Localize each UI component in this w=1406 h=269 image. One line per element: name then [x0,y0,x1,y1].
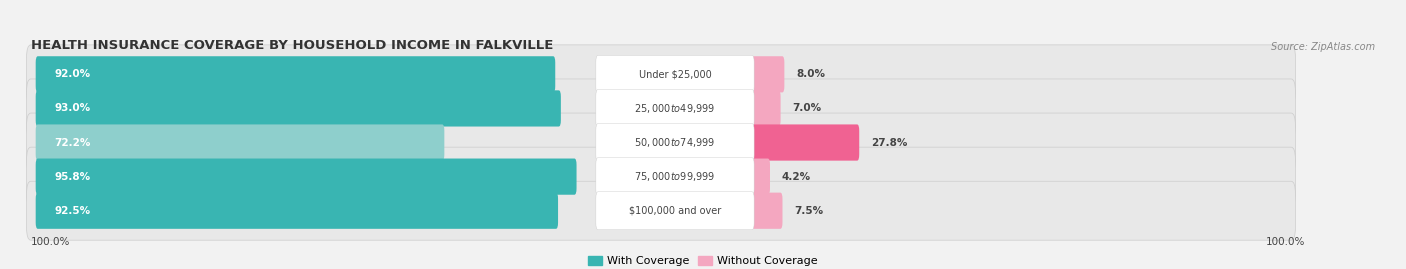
FancyBboxPatch shape [749,125,859,161]
FancyBboxPatch shape [27,147,1295,206]
Text: 8.0%: 8.0% [796,69,825,79]
FancyBboxPatch shape [596,123,754,161]
FancyBboxPatch shape [35,125,444,161]
Text: 7.0%: 7.0% [793,104,821,114]
Text: 4.2%: 4.2% [782,172,811,182]
FancyBboxPatch shape [596,192,754,230]
Text: HEALTH INSURANCE COVERAGE BY HOUSEHOLD INCOME IN FALKVILLE: HEALTH INSURANCE COVERAGE BY HOUSEHOLD I… [31,39,553,52]
FancyBboxPatch shape [35,90,561,126]
Text: $50,000 to $74,999: $50,000 to $74,999 [634,136,716,149]
Legend: With Coverage, Without Coverage: With Coverage, Without Coverage [583,251,823,269]
FancyBboxPatch shape [27,113,1295,172]
Text: 27.8%: 27.8% [872,137,907,147]
FancyBboxPatch shape [749,90,780,126]
Text: 100.0%: 100.0% [31,237,70,247]
FancyBboxPatch shape [596,158,754,196]
Text: 93.0%: 93.0% [55,104,91,114]
FancyBboxPatch shape [35,56,555,93]
FancyBboxPatch shape [27,79,1295,138]
Text: Source: ZipAtlas.com: Source: ZipAtlas.com [1271,42,1375,52]
Text: $25,000 to $49,999: $25,000 to $49,999 [634,102,716,115]
Text: 92.5%: 92.5% [55,206,91,216]
FancyBboxPatch shape [27,181,1295,240]
FancyBboxPatch shape [749,158,770,195]
FancyBboxPatch shape [596,90,754,128]
Text: $100,000 and over: $100,000 and over [628,206,721,216]
Text: 92.0%: 92.0% [55,69,91,79]
FancyBboxPatch shape [596,55,754,93]
FancyBboxPatch shape [27,45,1295,104]
Text: 7.5%: 7.5% [794,206,824,216]
FancyBboxPatch shape [35,158,576,195]
FancyBboxPatch shape [749,193,783,229]
FancyBboxPatch shape [749,56,785,93]
Text: Under $25,000: Under $25,000 [638,69,711,79]
Text: 72.2%: 72.2% [55,137,91,147]
FancyBboxPatch shape [35,193,558,229]
Text: $75,000 to $99,999: $75,000 to $99,999 [634,170,716,183]
Text: 100.0%: 100.0% [1265,237,1305,247]
Text: 95.8%: 95.8% [55,172,91,182]
